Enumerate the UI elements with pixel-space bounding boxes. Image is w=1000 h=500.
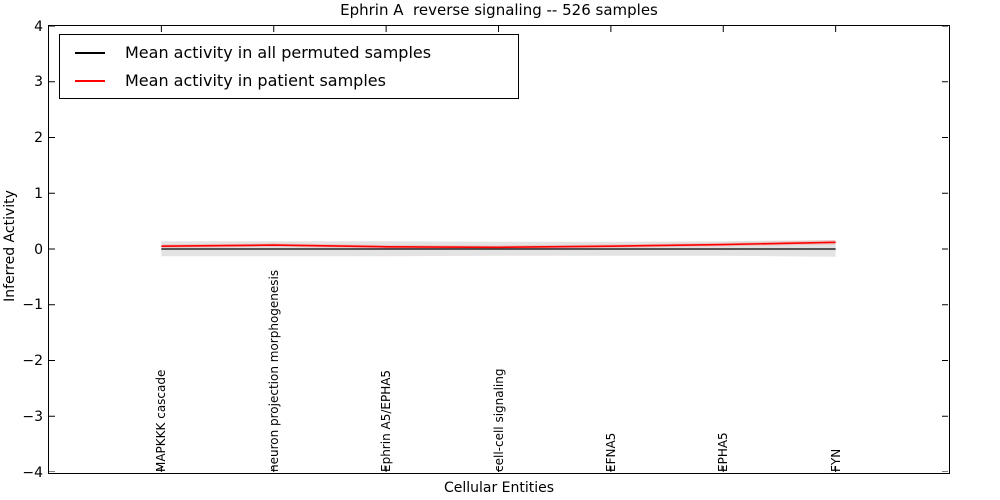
x-tick-label: EPHA5	[716, 432, 731, 472]
x-tick-label: EFNA5	[603, 432, 618, 472]
y-tick-label: 1	[34, 185, 43, 202]
y-tick-label: 4	[34, 18, 43, 35]
legend-label-patient: Mean activity in patient samples	[125, 71, 386, 90]
y-tick-label: 3	[34, 74, 43, 91]
x-tick-label: cell-cell signaling	[491, 368, 506, 473]
legend-item-permuted: Mean activity in all permuted samples	[60, 41, 518, 65]
chart-title: Ephrin A reverse signaling -- 526 sample…	[340, 1, 658, 19]
legend-label-permuted: Mean activity in all permuted samples	[125, 43, 432, 62]
y-tick-label: 2	[34, 130, 43, 146]
x-tick-label: Ephrin A5/EPHA5	[379, 369, 394, 472]
x-tick-label: neuron projection morphogenesis	[266, 269, 281, 472]
y-tick-label: −2	[22, 353, 43, 369]
series-1	[161, 241, 836, 249]
x-tick-label: MAPKKK cascade	[154, 369, 169, 472]
y-tick-label: −4	[22, 464, 43, 481]
plot-canvas	[49, 26, 948, 472]
y-tick-label: −3	[22, 408, 43, 425]
band-1	[161, 240, 836, 249]
y-tick-label: −1	[22, 297, 43, 314]
x-axis-label: Cellular Entities	[443, 480, 555, 496]
y-tick-label: 0	[34, 241, 43, 258]
red-line-icon	[75, 79, 105, 82]
legend: Mean activity in all permuted samples Me…	[59, 34, 519, 99]
plot-area: Mean activity in all permuted samples Me…	[48, 25, 950, 474]
legend-item-patient: Mean activity in patient samples	[60, 69, 518, 93]
x-tick-label: FYN	[828, 448, 843, 472]
black-line-icon	[75, 51, 105, 54]
